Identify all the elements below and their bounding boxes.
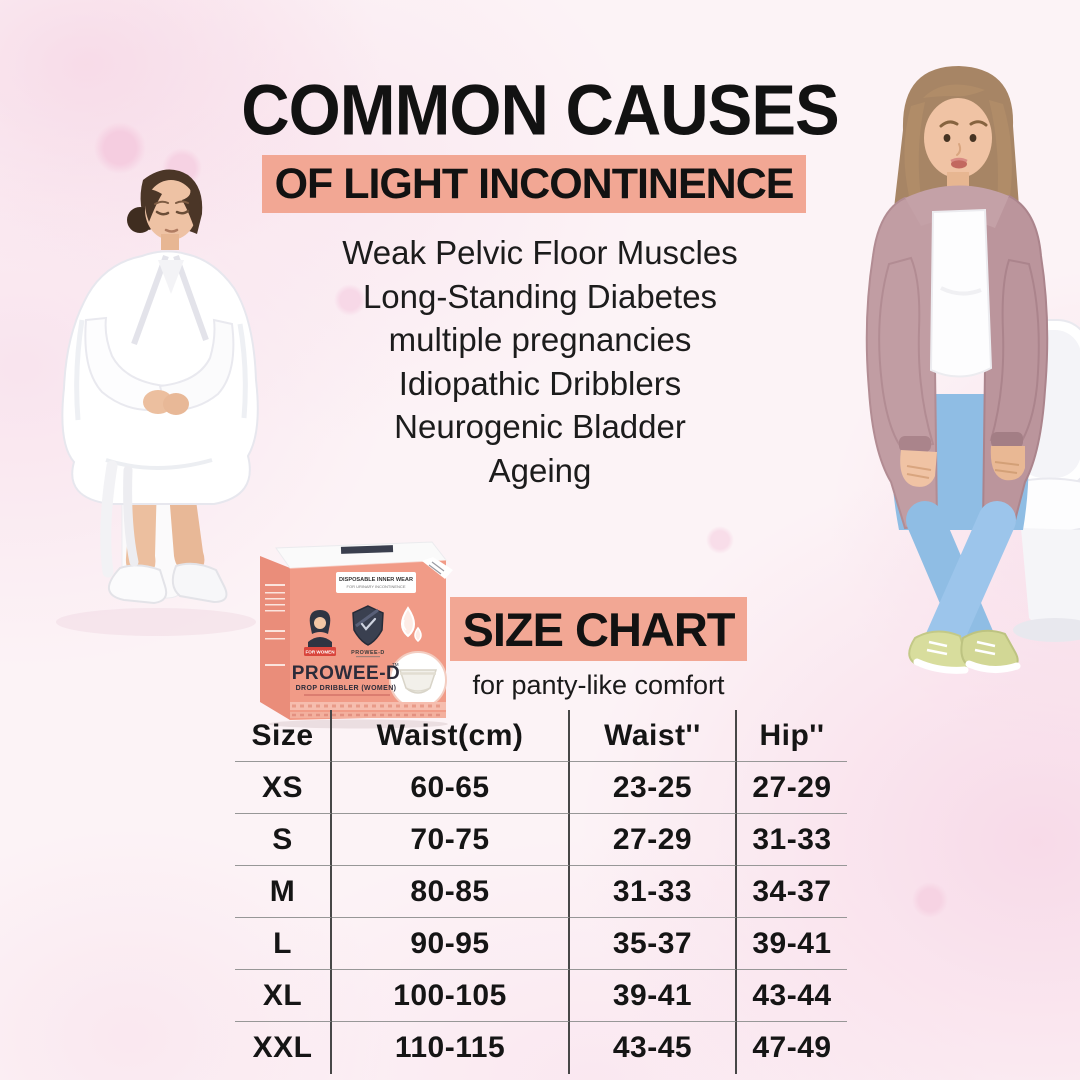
table-cell: 34-37: [737, 866, 847, 918]
table-cell: 47-49: [752, 1031, 832, 1064]
table-cell: 60-65: [332, 762, 570, 814]
page-subtitle-banner: OF LIGHT INCONTINENCE: [262, 155, 806, 213]
cause-item: Ageing: [488, 451, 592, 489]
sneaker: [960, 629, 1021, 673]
box-label-line2: FOR URINARY INCONTINENCE: [347, 584, 406, 589]
col-header-waist-in: Waist'': [570, 710, 737, 762]
hands: [900, 446, 1025, 487]
box-brand-tm: TM: [392, 662, 399, 667]
cause-item: Neurogenic Bladder: [394, 408, 686, 445]
robe-belt: [100, 460, 118, 578]
product-box-image: DISPOSABLE INNER WEAR FOR URINARY INCONT…: [260, 541, 453, 729]
woman-jeans-toilet-photo: [865, 66, 1080, 674]
cause-item: Idiopathic Dribblers: [398, 364, 682, 402]
table-cell: XL: [235, 970, 332, 1022]
corner-ribbon: [422, 557, 453, 579]
col-header-size: Size: [235, 710, 332, 762]
table-cell: 43-45: [570, 1022, 737, 1074]
bathrobe: [61, 250, 259, 505]
table-cell: 35-37: [570, 918, 737, 970]
shield-icon: PROWEE-D: [351, 605, 385, 658]
droplet-icon: [401, 606, 422, 642]
col-header-hip-in: Hip'': [737, 710, 847, 762]
slipper: [171, 562, 228, 604]
col-header-waist-cm: Waist(cm): [332, 710, 570, 762]
woman-avatar-icon: FOR WOMEN: [304, 610, 336, 656]
table-cell: S: [235, 814, 332, 866]
box-label: DISPOSABLE INNER WEAR FOR URINARY INCONT…: [336, 572, 416, 593]
table-cell: 39-41: [570, 970, 737, 1022]
table-cell: 70-75: [332, 814, 570, 866]
table-cell: 90-95: [332, 918, 570, 970]
face: [924, 98, 992, 178]
table-cell: M: [235, 866, 332, 918]
size-chart-caption: for panty-like comfort: [472, 670, 725, 700]
box-label-line1: DISPOSABLE INNER WEAR: [339, 577, 413, 583]
table-cell: XS: [235, 762, 332, 814]
sleeve: [878, 256, 935, 452]
table-cell: 31-33: [737, 814, 847, 866]
table-cell: XXL: [235, 1022, 332, 1074]
size-chart-title-banner: SIZE CHART: [450, 597, 747, 661]
table-cell: 43-44: [737, 970, 847, 1022]
table-cell: 27-29: [570, 814, 737, 866]
table-cell: 23-25: [570, 762, 737, 814]
box-brand: PROWEE-D: [292, 663, 401, 684]
table-cell: 110-115: [332, 1022, 570, 1074]
cause-item: Weak Pelvic Floor Muscles: [342, 234, 738, 271]
woman-bathrobe-photo: [56, 169, 259, 636]
panty-image: [389, 651, 447, 709]
slipper: [108, 564, 168, 605]
table-cell: 100-105: [332, 970, 570, 1022]
box-badge: FOR WOMEN: [305, 650, 335, 655]
table-cell: 31-33: [570, 866, 737, 918]
causes-list: Weak Pelvic Floor Muscles Long-Standing …: [0, 231, 1080, 492]
mouth: [951, 159, 967, 169]
table-cell: 80-85: [332, 866, 570, 918]
size-chart-table: Size Waist(cm) Waist'' Hip'' XS 60-65 23…: [235, 710, 847, 1074]
table-cell: 27-29: [737, 762, 847, 814]
page-title: COMMON CAUSES: [241, 70, 839, 151]
table-cell: 39-41: [737, 918, 847, 970]
table-cell: L: [235, 918, 332, 970]
cause-item: multiple pregnancies: [388, 321, 692, 358]
leg: [924, 501, 1016, 661]
cause-item: Long-Standing Diabetes: [362, 277, 718, 315]
box-tagline: DROP DRIBBLER (WOMEN): [296, 685, 397, 692]
sneaker: [908, 630, 969, 674]
shield-brand-label: PROWEE-D: [351, 650, 385, 656]
